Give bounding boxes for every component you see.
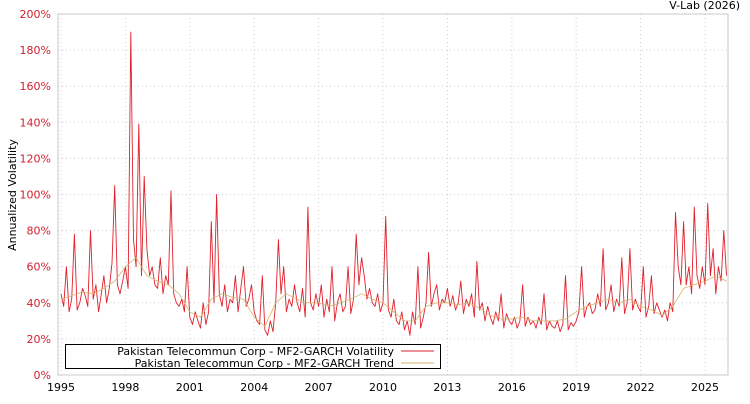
y-tick-labels: 0% 20% 40% 60% 80% 100% 120% 140% 160% 180% 200% [20, 8, 51, 382]
series-lines [60, 31, 727, 336]
x-tick-label: 2019 [562, 381, 590, 394]
y-tick-label: 140% [20, 116, 51, 129]
x-tick-label: 2025 [691, 381, 719, 394]
y-axis-label: Annualized Volatility [6, 139, 19, 251]
legend: Pakistan Telecommun Corp - MF2-GARCH Vol… [65, 344, 441, 370]
x-tick-label: 2004 [240, 381, 268, 394]
legend-label-volatility: Pakistan Telecommun Corp - MF2-GARCH Vol… [117, 345, 394, 358]
y-tick-label: 80% [27, 225, 51, 238]
y-tick-label: 0% [34, 369, 51, 382]
x-tick-label: 2022 [627, 381, 655, 394]
volatility-line [60, 31, 727, 336]
plot-frame [57, 13, 729, 376]
trend-line [60, 257, 727, 327]
x-tick-label: 2007 [305, 381, 333, 394]
legend-label-trend: Pakistan Telecommun Corp - MF2-GARCH Tre… [135, 357, 394, 370]
y-tick-label: 200% [20, 8, 51, 21]
legend-box [65, 344, 441, 369]
x-tick-label: 2001 [176, 381, 204, 394]
grid [58, 14, 728, 375]
x-tick-label: 2016 [498, 381, 526, 394]
x-tick-label: 2013 [433, 381, 461, 394]
x-tick-labels: 1995 1998 2001 2004 2007 2010 2013 2016 2019 2022… [47, 381, 719, 394]
x-tick-label: 2010 [369, 381, 397, 394]
y-tick-label: 120% [20, 152, 51, 165]
y-tick-label: 180% [20, 44, 51, 57]
y-tick-label: 160% [20, 80, 51, 93]
y-tick-label: 40% [27, 297, 51, 310]
x-tick-label: 1995 [47, 381, 75, 394]
y-tick-label: 60% [27, 261, 51, 274]
y-tick-label: 100% [20, 189, 51, 202]
credit-label: V-Lab (2026) [669, 0, 740, 12]
y-tick-label: 20% [27, 333, 51, 346]
x-tick-label: 1998 [111, 381, 139, 394]
